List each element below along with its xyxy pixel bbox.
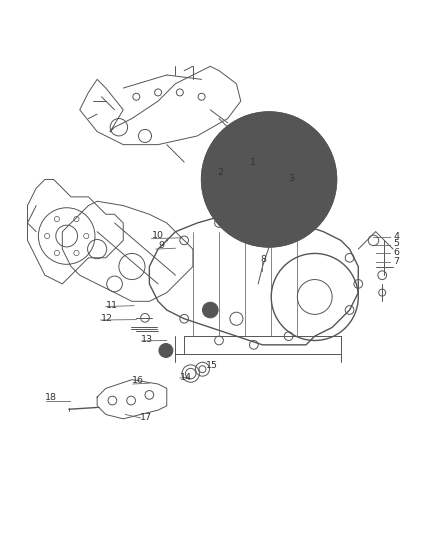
Text: 1: 1	[251, 158, 256, 167]
Text: 8: 8	[261, 255, 267, 264]
Circle shape	[201, 112, 336, 247]
Text: 18: 18	[45, 393, 57, 401]
Text: 9: 9	[158, 241, 164, 250]
Text: 12: 12	[101, 314, 113, 323]
Circle shape	[202, 302, 218, 318]
Text: 5: 5	[393, 239, 399, 248]
Circle shape	[159, 344, 173, 358]
Text: 16: 16	[132, 376, 144, 385]
Text: 15: 15	[206, 361, 218, 370]
Text: 3: 3	[289, 174, 295, 183]
Text: 4: 4	[393, 231, 399, 240]
Text: 11: 11	[106, 301, 118, 310]
Text: 7: 7	[393, 257, 399, 266]
Text: 17: 17	[140, 414, 152, 423]
Text: 2: 2	[217, 168, 223, 177]
Text: 14: 14	[180, 373, 192, 382]
Text: 13: 13	[141, 335, 153, 344]
Text: 10: 10	[152, 231, 163, 240]
Text: 6: 6	[393, 248, 399, 257]
